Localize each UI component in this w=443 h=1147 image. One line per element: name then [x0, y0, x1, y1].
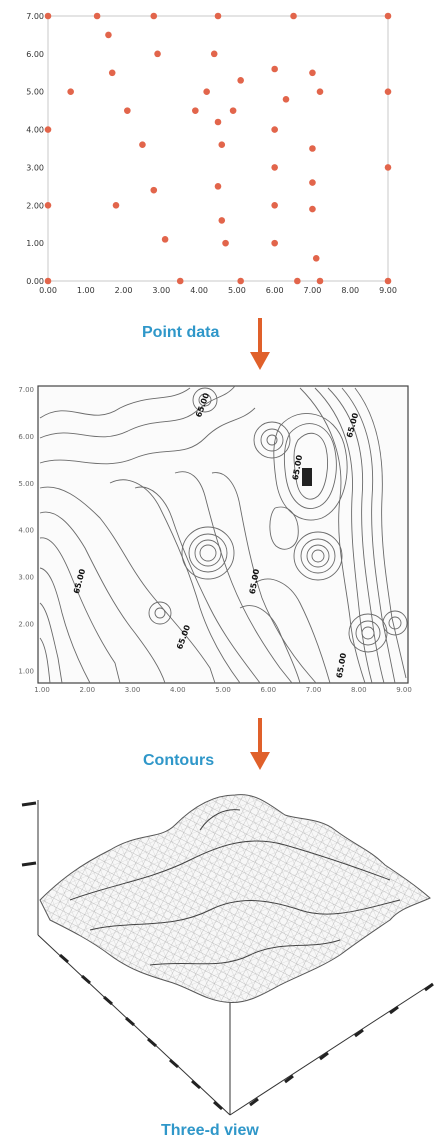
data-point	[229, 107, 237, 114]
data-point	[192, 107, 199, 114]
contour-value-label: 65.00	[248, 568, 261, 595]
contour-y-tick-label: 5.00	[18, 480, 34, 488]
data-point	[271, 126, 278, 133]
x-tick-label: 1.00	[77, 286, 95, 295]
data-point	[176, 277, 184, 285]
data-point	[44, 126, 52, 133]
x-tick-label: 6.00	[266, 286, 284, 295]
contour-x-tick-label: 7.00	[306, 686, 322, 694]
data-point	[214, 12, 222, 20]
data-point	[309, 205, 316, 213]
data-point	[218, 217, 226, 224]
x-tick-label: 4.00	[190, 286, 208, 295]
contour-x-tick-label: 9.00	[396, 686, 412, 694]
plot-frame	[47, 15, 389, 282]
point-data-caption: Point data	[142, 324, 220, 341]
y-tick-label: 7.00	[26, 12, 44, 21]
x-tick-label: 3.00	[152, 286, 170, 295]
data-point	[210, 50, 218, 58]
data-point	[44, 12, 52, 20]
contour-x-tick-label: 4.00	[170, 686, 186, 694]
contour-y-tick-label: 2.00	[18, 620, 34, 628]
data-point	[222, 239, 229, 247]
three-d-caption: Three-d view	[161, 1122, 259, 1139]
surface-ridges	[69, 809, 401, 966]
y-tick-label: 3.00	[26, 163, 44, 172]
data-point	[384, 277, 392, 285]
data-point	[93, 12, 101, 20]
contour-x-tick-label: 8.00	[351, 686, 367, 694]
three-d-surface	[21, 794, 434, 1116]
data-point	[124, 107, 131, 114]
x-tick-label: 2.00	[115, 286, 133, 295]
data-point	[316, 88, 324, 96]
data-point	[271, 65, 278, 73]
y-tick-label: 5.00	[26, 88, 44, 97]
data-point	[271, 239, 278, 247]
data-point	[154, 50, 161, 58]
data-point	[316, 277, 324, 285]
contour-x-tick-label: 3.00	[125, 686, 141, 694]
data-point	[384, 12, 392, 20]
data-point	[218, 141, 226, 149]
contour-y-tick-label: 1.00	[18, 667, 34, 675]
data-point	[237, 277, 244, 285]
contour-value-label: 65.00	[335, 652, 348, 679]
contour-dark-spot	[302, 468, 312, 486]
contour-plot-frame	[37, 385, 409, 684]
contour-x-tick-label: 2.00	[79, 686, 95, 694]
data-point	[309, 145, 316, 152]
x-tick-label: 7.00	[304, 286, 322, 295]
data-point	[139, 141, 146, 149]
data-point	[214, 183, 222, 190]
x-tick-label: 5.00	[228, 286, 246, 295]
data-point	[312, 254, 320, 262]
contour-y-tick-label: 7.00	[18, 386, 34, 394]
contours-caption: Contours	[143, 752, 215, 769]
contour-x-tick-label: 5.00	[215, 686, 231, 694]
y-tick-label: 6.00	[26, 50, 44, 59]
data-point	[67, 88, 74, 96]
contour-x-tick-label: 6.00	[260, 686, 276, 694]
contour-y-tick-label: 4.00	[18, 527, 34, 535]
data-point	[44, 277, 52, 285]
y-tick-label: 0.00	[26, 277, 44, 286]
data-point	[282, 95, 290, 103]
data-point	[203, 88, 210, 96]
data-point	[237, 77, 244, 84]
data-point	[271, 201, 278, 209]
data-point	[384, 164, 392, 171]
data-point	[44, 201, 52, 209]
data-point	[384, 88, 392, 96]
contour-y-tick-label: 6.00	[18, 433, 34, 441]
data-point	[108, 69, 116, 77]
data-point	[150, 12, 158, 20]
data-point	[309, 179, 316, 186]
surface-mesh-grid-cross	[40, 794, 430, 1003]
y-tick-label: 2.00	[26, 201, 44, 210]
contour-x-tick-label: 1.00	[34, 686, 50, 694]
data-point	[105, 31, 112, 39]
x-tick-label: 9.00	[379, 286, 397, 295]
data-point	[112, 201, 120, 209]
point-data-chart: 0.00 1.00 2.00 3.00 4.00 5.00 6.00 7.00 0.00 1.0…	[26, 12, 397, 295]
data-point	[150, 186, 158, 194]
data-point	[290, 12, 297, 20]
axis-ticks	[21, 801, 434, 1111]
arrow-down-icon	[250, 318, 270, 370]
data-point	[294, 277, 301, 285]
contour-y-tick-label: 3.00	[18, 574, 34, 582]
x-tick-label: 0.00	[39, 286, 57, 295]
contour-lines	[39, 385, 408, 684]
y-tick-label: 4.00	[26, 126, 44, 135]
data-point	[161, 236, 169, 243]
y-tick-label: 1.00	[26, 239, 44, 248]
data-point	[214, 118, 222, 126]
x-tick-label: 8.00	[341, 286, 359, 295]
data-point	[309, 69, 316, 77]
arrow-down-icon	[250, 718, 270, 770]
data-point	[271, 164, 278, 171]
contour-value-label: 65.00	[291, 454, 304, 481]
